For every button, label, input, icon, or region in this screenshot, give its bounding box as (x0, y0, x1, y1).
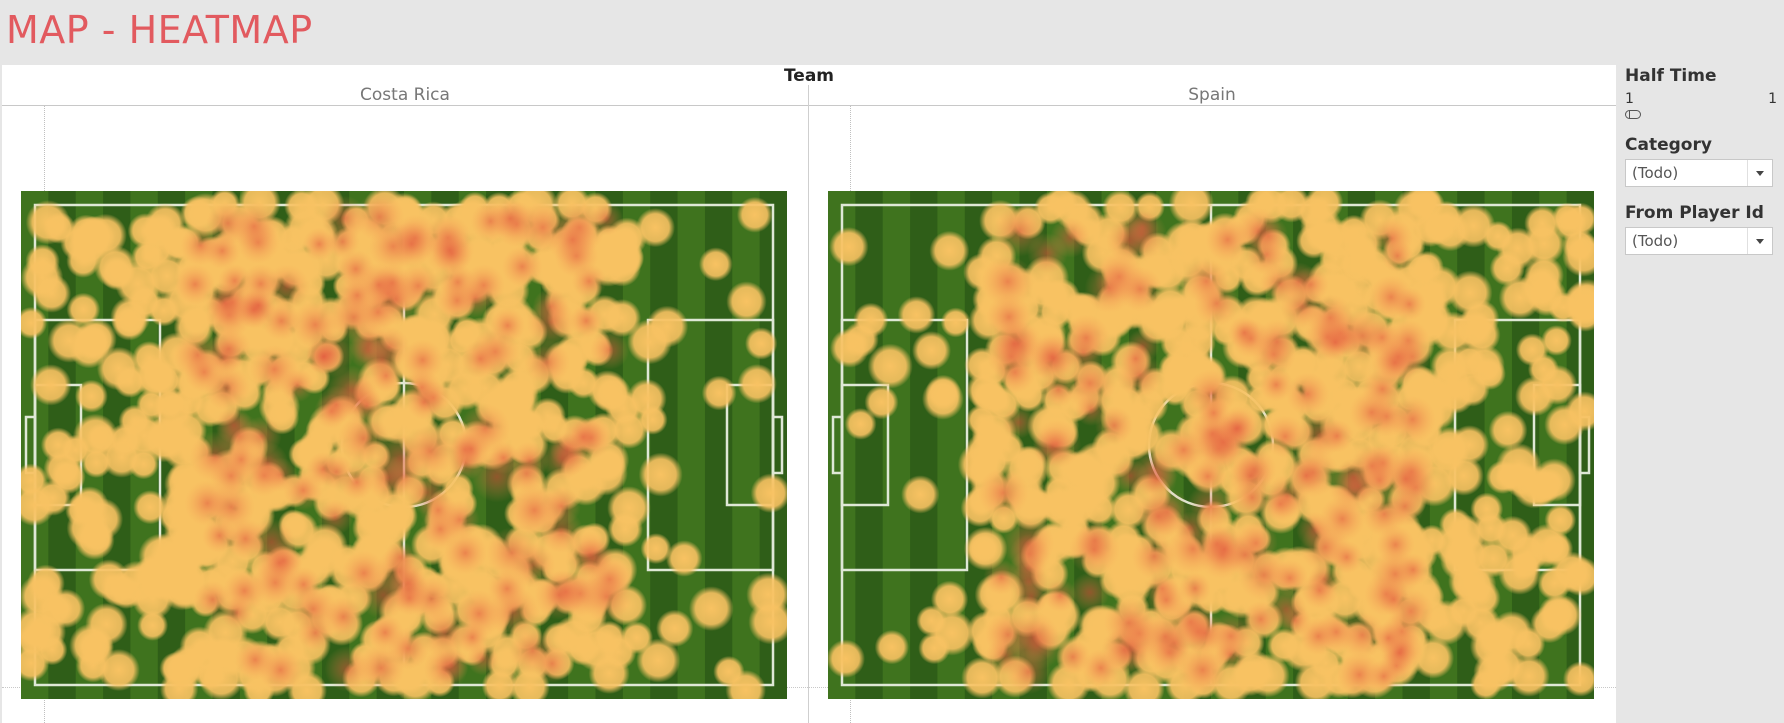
heatmap-view: Team Costa Rica Spain (2, 65, 1616, 723)
half-time-label: Half Time (1625, 66, 1717, 86)
player-dropdown[interactable]: (Todo) (1625, 227, 1773, 255)
pitch-spain[interactable] (828, 191, 1594, 699)
chevron-down-icon[interactable] (1747, 228, 1772, 254)
category-filter: Category (Todo) (1625, 135, 1777, 187)
header-divider (2, 105, 1616, 106)
pitch-costa-rica[interactable] (21, 191, 787, 699)
half-time-filter: Half Time 1 1 (1625, 66, 1777, 119)
heatmap-svg (21, 191, 787, 699)
category-value: (Todo) (1632, 164, 1679, 182)
column-header: Team (783, 66, 835, 86)
half-time-slider[interactable] (1625, 110, 1641, 119)
half-time-min: 1 (1625, 91, 1634, 107)
team-label-costa-rica: Costa Rica (360, 85, 450, 105)
half-time-max: 1 (1768, 91, 1777, 107)
player-filter: From Player Id (Todo) (1625, 203, 1777, 255)
chevron-down-icon[interactable] (1747, 160, 1772, 186)
category-label: Category (1625, 135, 1712, 155)
player-label: From Player Id (1625, 203, 1764, 223)
category-dropdown[interactable]: (Todo) (1625, 159, 1773, 187)
page-title: MAP - HEATMAP (6, 8, 313, 52)
filter-panel: Half Time 1 1 Category (Todo) From Playe… (1625, 66, 1777, 255)
column-divider (808, 85, 809, 723)
player-value: (Todo) (1632, 232, 1679, 250)
team-label-spain: Spain (1188, 85, 1236, 105)
heatmap-svg (828, 191, 1594, 699)
